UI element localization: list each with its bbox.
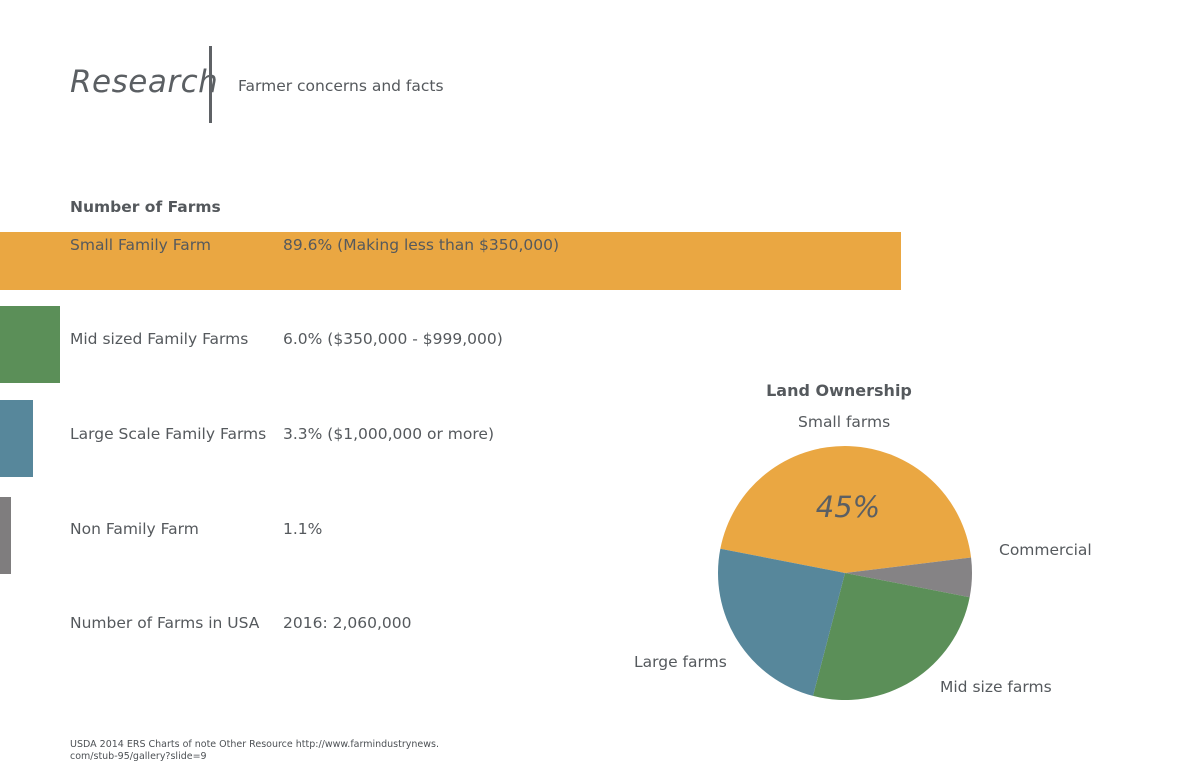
row-value-small-family-farm: 89.6% (Making less than $350,000) (283, 236, 560, 254)
bar-small-family-farm (0, 232, 901, 290)
row-label-small-family-farm: Small Family Farm (70, 236, 211, 254)
row-label-mid-sized-family-farms: Mid sized Family Farms (70, 330, 249, 348)
pie-slice-large-farms (718, 548, 845, 696)
pie-title: Land Ownership (766, 381, 912, 400)
source-text: USDA 2014 ERS Charts of note Other Resou… (70, 739, 439, 762)
bar-mid-sized-family-farms (0, 306, 60, 383)
pie-value-label-small-farms: 45% (816, 490, 880, 524)
bar-large-scale-family-farms (0, 400, 33, 477)
page-subtitle: Farmer concerns and facts (238, 77, 444, 95)
row-value-mid-sized-family-farms: 6.0% ($350,000 - $999,000) (283, 330, 503, 348)
pie-label-commercial: Commercial (999, 541, 1092, 559)
row-label-non-family-farm: Non Family Farm (70, 520, 199, 538)
pie-slice-commercial (845, 557, 972, 598)
title-divider (209, 46, 212, 123)
row-value-large-scale-family-farms: 3.3% ($1,000,000 or more) (283, 425, 495, 443)
pie-label-mid-size-farms: Mid size farms (940, 678, 1052, 696)
land-ownership-pie-chart: 45% (718, 445, 972, 700)
page-title: Research (70, 64, 219, 100)
row-value-farms-in-usa: 2016: 2,060,000 (283, 614, 412, 632)
row-label-farms-in-usa: Number of Farms in USA (70, 614, 260, 632)
pie-label-small-farms: Small farms (798, 413, 891, 431)
row-label-large-scale-family-farms: Large Scale Family Farms (70, 425, 267, 443)
farms-heading: Number of Farms (70, 198, 221, 216)
source-citation: USDA 2014 ERS Charts of note Other Resou… (70, 739, 450, 763)
row-value-non-family-farm: 1.1% (283, 520, 323, 538)
pie-slice-mid-size-farms (812, 573, 970, 700)
bar-non-family-farm (0, 497, 11, 574)
pie-slice-small-farms (720, 445, 972, 573)
pie-label-large-farms: Large farms (634, 653, 727, 671)
